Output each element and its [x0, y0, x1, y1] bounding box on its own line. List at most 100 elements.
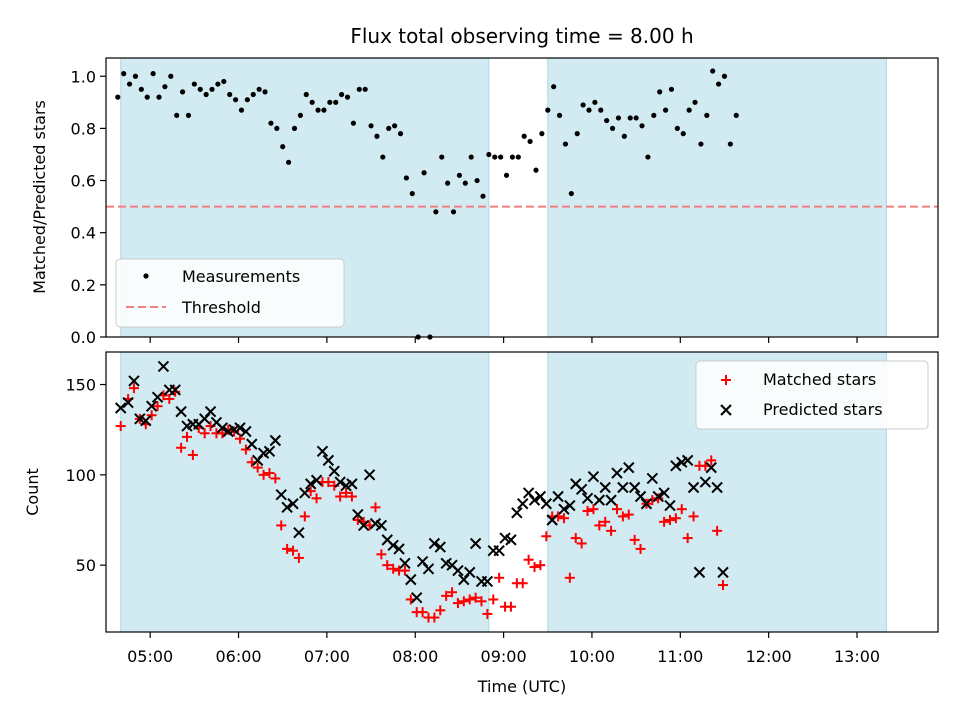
predicted-stars-point [546, 514, 558, 526]
x-b [634, 490, 647, 503]
measurement-point [668, 86, 675, 92]
matched-stars-point [252, 462, 263, 473]
matched-stars-point [115, 421, 126, 432]
matched-stars-point [323, 477, 334, 488]
predicted-stars-point [452, 564, 464, 577]
predicted-stars-point [328, 465, 340, 477]
measurement-point [344, 94, 351, 100]
x-b [234, 422, 246, 434]
axes-frame [105, 57, 939, 338]
x-b [275, 489, 287, 501]
measurement-point [268, 120, 274, 126]
measurement-point [315, 107, 321, 113]
matched-stars-point [282, 543, 293, 554]
x-b [304, 478, 317, 490]
predicted-stars-point [411, 591, 423, 604]
measurement-point [639, 123, 645, 129]
x-b [611, 467, 623, 479]
x-b [387, 539, 399, 551]
measurement-point [285, 159, 292, 165]
x-b [416, 555, 429, 568]
matched-stars-point [335, 491, 346, 502]
predicted-stars-point [681, 454, 694, 467]
predicted-stars-point [363, 469, 376, 481]
measurement-point [126, 81, 133, 87]
y-tick-label: 0.6 [71, 172, 96, 191]
matched-stars-point [435, 605, 446, 616]
matched-stars-point [376, 549, 387, 560]
measurement-point [227, 91, 233, 98]
predicted-stars-point [375, 519, 388, 532]
measurement-point [327, 99, 333, 105]
x-b [281, 501, 293, 514]
legend-predicted-marker [720, 404, 732, 416]
x-b [369, 517, 382, 530]
x-b [157, 360, 170, 373]
matched-stars-point [370, 502, 381, 513]
x-b [346, 478, 358, 490]
x-b [664, 499, 676, 512]
predicted-stars-point [581, 492, 594, 505]
measurement-point [468, 154, 474, 160]
predicted-stars-point [281, 501, 293, 514]
legend-label-matched: Matched stars [763, 370, 876, 389]
x-b [293, 526, 305, 539]
x-b [570, 478, 582, 490]
x-b [263, 445, 276, 458]
predicted-stars-point [564, 499, 576, 512]
measurement-point [503, 172, 510, 178]
measurement-point [456, 172, 463, 178]
predicted-stars-point [428, 537, 441, 550]
matched-stars-point [558, 513, 569, 524]
x-b [269, 434, 282, 447]
measurement-point [386, 125, 392, 132]
measurement-point [686, 107, 692, 113]
predicted-stars-point [405, 573, 417, 586]
x-b [328, 465, 340, 477]
measurement-point [280, 144, 286, 150]
predicted-stars-point [310, 474, 323, 486]
matched-stars-point [718, 580, 729, 591]
measurement-point [215, 81, 221, 87]
measurement-point [515, 154, 521, 160]
measurement-point [721, 73, 728, 79]
x-b [522, 487, 535, 499]
x-b [528, 494, 541, 506]
x-b [434, 541, 446, 553]
predicted-stars-point [393, 543, 405, 555]
measurement-point [333, 99, 339, 105]
measurement-point [474, 177, 480, 184]
axes-frame [105, 351, 939, 633]
x-b [552, 490, 564, 503]
matched-stars-point [341, 487, 352, 498]
y-tick-label: 0.8 [71, 119, 96, 138]
measurement-point [662, 107, 669, 113]
predicted-stars-point [505, 534, 517, 546]
measurement-point [115, 94, 121, 100]
predicted-stars-point [469, 537, 482, 550]
measurement-point [297, 112, 303, 118]
x-b [640, 498, 653, 510]
measurement-point [274, 125, 280, 132]
measurement-point [203, 91, 209, 98]
measurement-point [692, 99, 698, 105]
predicted-stars-point [658, 487, 670, 499]
measurement-point [244, 97, 250, 103]
predicted-stars-point [246, 438, 258, 450]
x-b [534, 490, 547, 503]
measurement-point [556, 112, 563, 118]
measurement-point [174, 112, 180, 118]
predicted-stars-point [540, 498, 553, 510]
matched-stars-point [399, 565, 410, 576]
x-b [558, 503, 570, 515]
matched-stars-point [582, 505, 593, 516]
matched-stars-point [146, 410, 157, 421]
y-tick-label: 0.4 [71, 224, 96, 243]
measurement-point [698, 141, 704, 147]
predicted-stars-point [587, 470, 600, 483]
measurement-point [733, 112, 739, 118]
y-tick-label: 50 [76, 556, 96, 575]
x-b [652, 490, 664, 503]
matched-stars-point [541, 531, 552, 542]
bottom-ylabel: Count [23, 468, 42, 516]
